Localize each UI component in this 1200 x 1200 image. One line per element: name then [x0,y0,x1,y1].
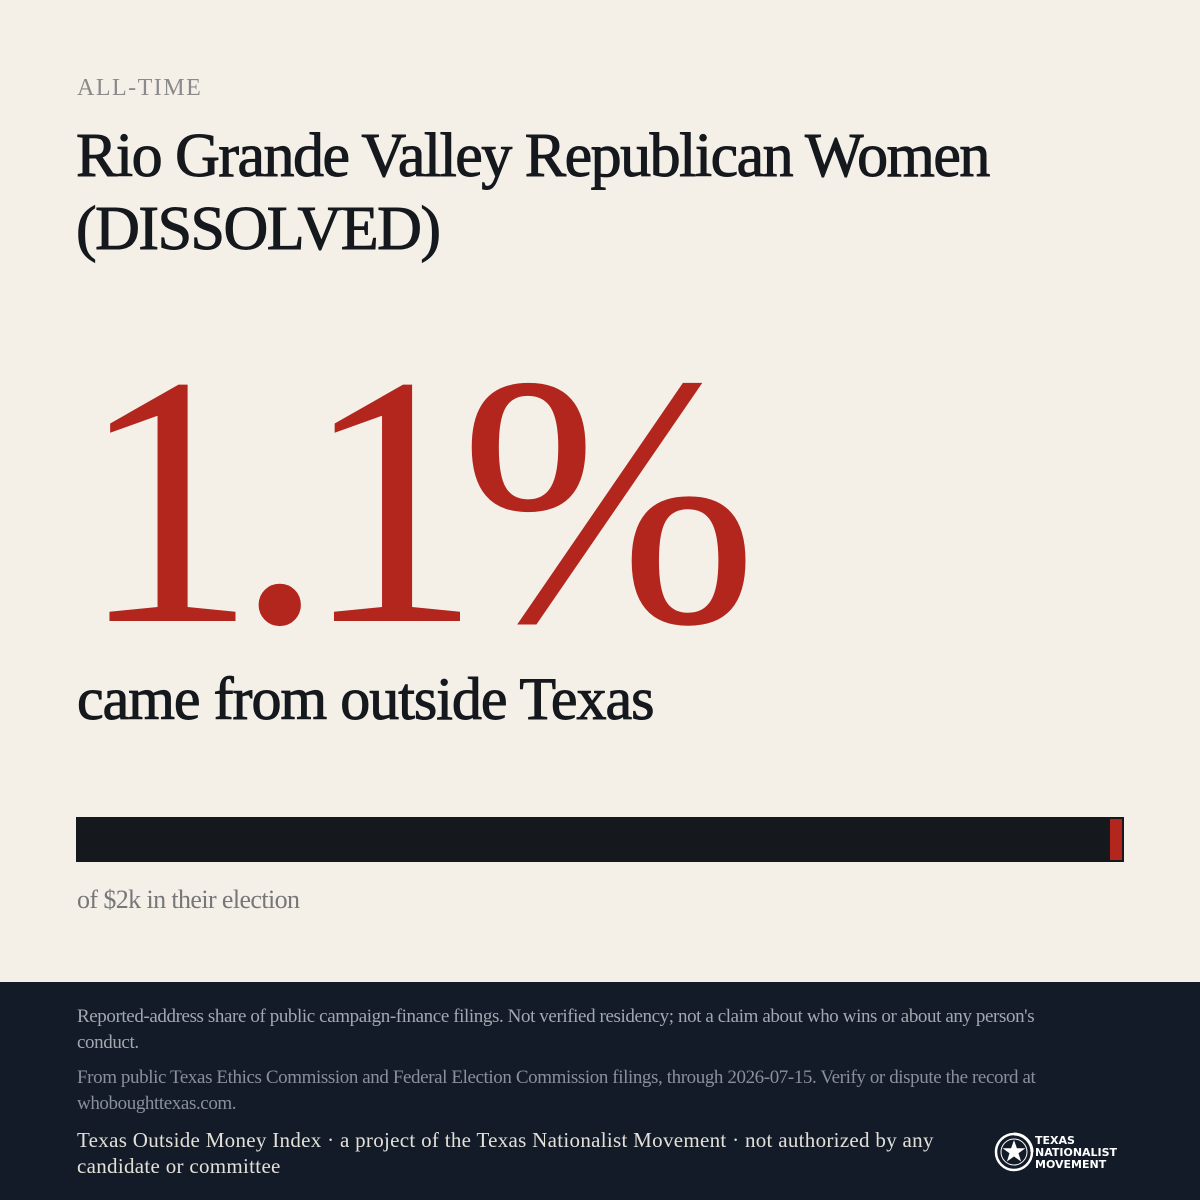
stat-card: ALL-TIME Rio Grande Valley Republican Wo… [76,75,1124,914]
tnm-logo: TEXAS NATIONALIST MOVEMENT [994,1132,1124,1174]
footer: Reported-address share of public campaig… [0,982,1200,1200]
logo-line-3: MOVEMENT [1035,1158,1107,1171]
logo-line-2: NATIONALIST [1035,1146,1118,1159]
committee-title: Rio Grande Valley Republican Women (DISS… [76,122,991,264]
stat-caption: came from outside Texas [77,666,656,733]
logo-line-1: TEXAS [1035,1134,1075,1147]
share-bar [76,817,1124,862]
outside-share-value: 1.1% [78,303,758,699]
logo-wordmark: TEXAS NATIONALIST MOVEMENT [1035,1135,1117,1171]
period-label: ALL-TIME [77,75,203,101]
source-text: From public Texas Ethics Commission and … [77,1067,1036,1114]
share-bar-fill [1110,819,1122,860]
total-raised-note: of $2k in their election [77,885,300,914]
disclaimer-text: Reported-address share of public campaig… [77,1006,1035,1053]
project-attribution: Texas Outside Money Index · a project of… [77,1128,934,1178]
lone-star-seal-icon [994,1132,1034,1172]
